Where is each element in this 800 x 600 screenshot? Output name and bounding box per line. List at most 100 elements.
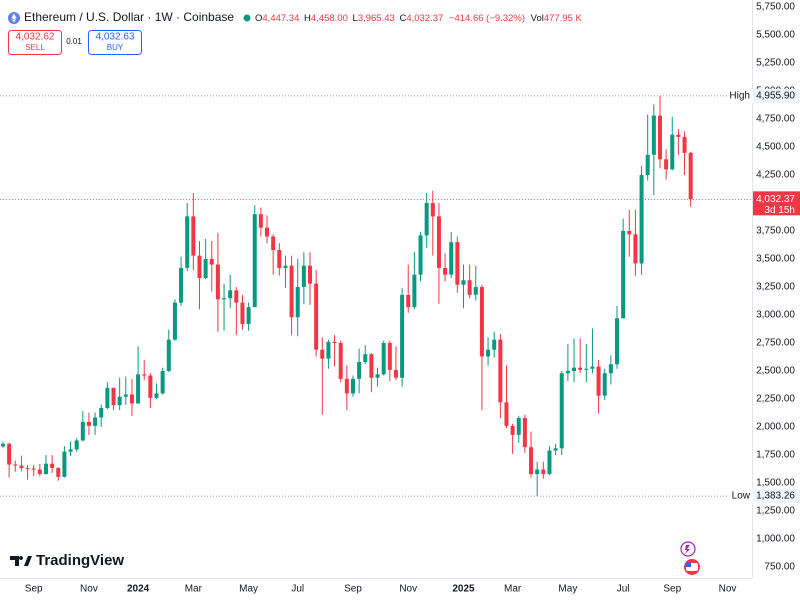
candle-body	[535, 469, 540, 475]
candle-body	[37, 469, 42, 475]
candle-body	[179, 267, 184, 303]
candle-body	[93, 417, 98, 426]
candle-body	[228, 290, 233, 299]
candle-body	[553, 448, 558, 451]
candle-body	[363, 354, 368, 363]
y-tick-label: 5,250.00	[756, 58, 795, 69]
candle-body	[547, 450, 552, 475]
candle-body	[541, 469, 546, 475]
candle-body	[615, 318, 619, 365]
buy-price: 4,032.63	[96, 32, 135, 43]
candle-body	[25, 468, 30, 470]
candle-body	[449, 242, 454, 275]
overlay: 750.00 1,000.00 1,250.00 1,500.00 1,750.00 2,…	[25, 2, 800, 595]
candle-body	[486, 349, 491, 357]
candle-body	[516, 418, 521, 435]
candle-body	[215, 264, 220, 300]
x-tick-label: Nov	[719, 584, 737, 595]
brand-name: TradingView	[36, 552, 124, 569]
candle-body	[461, 280, 466, 285]
candle-body	[455, 242, 460, 285]
y-tick-label: 4,250.00	[756, 170, 795, 181]
ohlc-value: 4,458.00	[311, 13, 348, 24]
candle-body	[381, 342, 386, 375]
ohlc-value: 4,032.37	[406, 13, 443, 24]
candle-body	[590, 366, 595, 369]
x-tick-label: Nov	[399, 584, 417, 595]
candle-body	[443, 267, 448, 275]
candle-body	[277, 250, 282, 268]
price-label-text: High	[729, 91, 750, 102]
y-tick-label: 3,000.00	[756, 310, 795, 321]
candle-body	[627, 230, 632, 235]
sell-button[interactable]	[8, 30, 62, 55]
candle-body	[688, 152, 693, 200]
candle-body	[387, 342, 392, 370]
change: −414.66 (−9.32%)	[449, 13, 525, 24]
candle-body	[670, 134, 675, 170]
y-tick-label: 4,500.00	[756, 142, 795, 153]
candle-body	[473, 286, 478, 295]
candle-body	[350, 378, 355, 394]
y-tick-label: 3,500.00	[756, 254, 795, 265]
candle-body	[1, 443, 5, 447]
candle-body	[240, 302, 245, 324]
y-tick-label: 4,750.00	[756, 114, 795, 125]
candle-body	[289, 265, 294, 318]
candle-body	[375, 374, 380, 378]
y-tick-label: 5,500.00	[756, 30, 795, 41]
price-countdown: 3d 15h	[764, 205, 795, 216]
y-tick-label: 1,000.00	[756, 534, 795, 545]
candle-body	[602, 373, 607, 396]
y-tick-label: 1,250.00	[756, 506, 795, 517]
candle-body	[148, 375, 153, 398]
x-tick-label: Nov	[80, 584, 98, 595]
y-tick-label: 2,750.00	[756, 338, 795, 349]
candle-body	[357, 362, 362, 379]
candle-body	[271, 236, 276, 251]
symbol-title[interactable]: Ethereum / U.S. Dollar · 1W · Coinbase	[24, 10, 234, 24]
price-label-box	[753, 88, 800, 103]
y-tick-label: 750.00	[764, 562, 795, 573]
candle-body	[621, 230, 626, 319]
candle-body	[430, 202, 435, 217]
candle-body	[645, 154, 650, 175]
x-tick-label: Mar	[185, 584, 203, 595]
candle-body	[13, 464, 18, 466]
ohlc-key: L	[353, 13, 358, 24]
x-tick-label: Sep	[25, 584, 43, 595]
candle-body	[412, 274, 417, 308]
volume-key: Vol	[531, 13, 544, 24]
candle-body	[19, 465, 24, 469]
y-tick-label: 3,750.00	[756, 226, 795, 237]
price-label: 4,955.90	[756, 91, 795, 102]
candle-body	[369, 354, 374, 378]
candle-body	[393, 369, 398, 378]
plot	[0, 95, 752, 497]
candle-body	[166, 339, 171, 371]
candle-body	[308, 265, 312, 284]
candle-body	[117, 396, 122, 406]
candle-body	[246, 307, 251, 324]
candle-body	[295, 286, 300, 318]
candle-body	[136, 374, 141, 404]
candle-body	[252, 214, 257, 308]
price-label-box	[753, 489, 800, 504]
candle-body	[657, 115, 662, 160]
candle-body	[682, 136, 687, 153]
buy-button[interactable]	[88, 30, 142, 55]
price-label: 1,383.26	[756, 491, 795, 502]
candle-body	[62, 451, 67, 477]
price-label-tag	[729, 88, 753, 103]
candle-body	[105, 387, 110, 408]
x-tick-label: 2025	[452, 584, 475, 595]
candle-body	[160, 370, 165, 394]
candle-body	[191, 216, 196, 256]
candle-body	[504, 402, 509, 426]
ohlc-legend: O4,447.34 H4,458.00 L3,965.43 C4,032.37 …	[255, 13, 583, 24]
candle-body	[80, 421, 85, 441]
flag-icon-glyph	[686, 563, 691, 567]
x-tick-label: Mar	[504, 584, 522, 595]
